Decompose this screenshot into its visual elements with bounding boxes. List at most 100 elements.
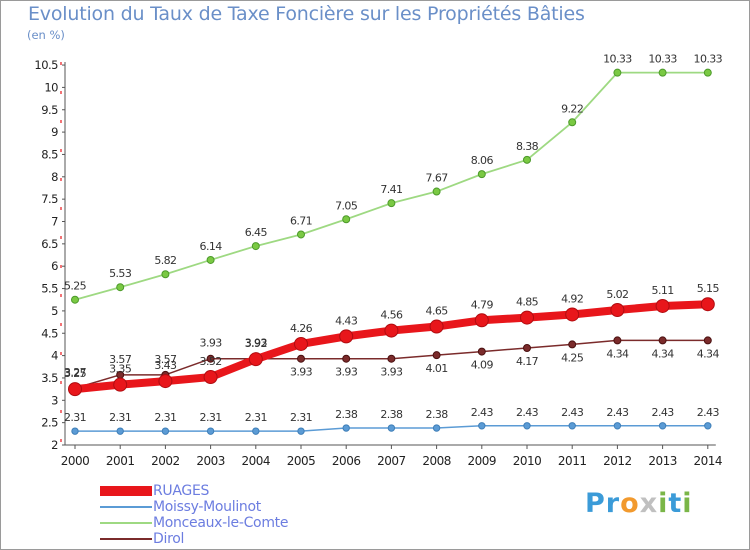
data-point	[206, 427, 215, 435]
data-point	[206, 354, 215, 363]
data-label: 2.38	[426, 408, 449, 421]
data-label: 5.11	[652, 284, 674, 297]
data-point	[297, 427, 305, 435]
data-label: 4.34	[652, 347, 675, 360]
data-point	[206, 255, 215, 264]
data-label: 4.09	[471, 359, 494, 372]
data-label: 5.02	[606, 288, 628, 301]
data-label: 6.14	[200, 240, 223, 253]
data-label: 5.15	[697, 282, 720, 295]
y-tick-label: 5.5	[41, 282, 58, 296]
chart-title: Evolution du Taux de Taxe Foncière sur l…	[28, 3, 585, 25]
data-point	[158, 374, 173, 389]
series-monceaux-le-comte	[71, 68, 712, 304]
logo-letter: x	[639, 488, 659, 519]
data-point	[432, 351, 441, 360]
data-label: 4.43	[335, 314, 358, 327]
data-label: 2.43	[606, 406, 629, 419]
data-label: 7.05	[335, 199, 358, 212]
y-tick-label: 3	[51, 393, 58, 407]
y-tick-label: 8.5	[41, 147, 58, 161]
logo-letter: r	[605, 488, 621, 519]
logo-letter: i	[682, 488, 693, 519]
data-point	[68, 382, 82, 397]
data-label: 2.31	[200, 411, 222, 424]
data-point	[387, 424, 396, 432]
data-point	[384, 323, 399, 338]
y-tick-label: 4.5	[41, 326, 58, 340]
y-tick-label: 3.5	[41, 371, 58, 385]
data-label: 4.25	[561, 351, 584, 364]
proxiti-logo: Proxiti	[585, 488, 693, 519]
data-label: 3.93	[380, 366, 403, 379]
data-label: 7.41	[380, 183, 402, 196]
data-label: 3.27	[64, 366, 87, 379]
data-point	[116, 427, 124, 435]
data-label: 4.65	[426, 305, 449, 318]
data-label: 2.43	[697, 406, 720, 419]
data-label: 3.52	[200, 355, 222, 368]
data-point	[520, 310, 534, 325]
data-point	[432, 187, 441, 196]
data-label: 3.93	[290, 366, 313, 379]
data-label: 2.31	[154, 411, 176, 424]
y-tick-label: 9.5	[41, 103, 58, 117]
data-point	[568, 422, 576, 430]
data-label: 3.35	[109, 363, 132, 376]
axes: 2 2.5 3 3.5 4 4.5 5 5.5 6 6.5 7 7.5 8 8.5 9 9.5 10 10.5 20…	[34, 58, 722, 468]
data-label: 3.57	[109, 353, 132, 366]
data-point	[342, 424, 350, 432]
logo-letter: P	[585, 488, 606, 519]
data-label: 2.43	[652, 406, 675, 419]
data-point	[116, 283, 125, 292]
data-label: 4.01	[426, 362, 448, 375]
y-tick-label: 10	[44, 80, 58, 94]
data-label: 2.38	[380, 408, 403, 421]
data-labels: 2.31 2.31 2.31 2.31 2.31 2.31 2.38 2.38 2.38 2.43…	[64, 53, 723, 424]
x-tick-label: 2003	[196, 454, 225, 468]
x-tick-label: 2012	[603, 454, 632, 468]
data-point	[248, 352, 263, 367]
data-point	[478, 422, 486, 430]
data-label: 4.26	[290, 322, 313, 335]
data-label: 3.93	[245, 337, 268, 350]
data-label: 2.43	[516, 406, 539, 419]
y-tick-label: 6.5	[41, 237, 58, 251]
data-point	[568, 340, 577, 349]
data-point	[339, 329, 354, 344]
data-point	[203, 370, 218, 385]
data-point	[523, 344, 531, 353]
data-point	[71, 295, 79, 304]
data-point	[658, 336, 667, 345]
data-label: 8.38	[516, 140, 539, 153]
data-label: 4.79	[471, 298, 494, 311]
data-label: 6.45	[245, 226, 268, 239]
data-label: 2.31	[245, 411, 267, 424]
data-label: 2.31	[109, 411, 131, 424]
data-point	[71, 427, 79, 435]
data-label: 3.43	[154, 359, 177, 372]
data-point	[700, 297, 715, 312]
legend-label: Moissy-Moulinot	[153, 499, 261, 515]
data-label: 10.33	[603, 53, 632, 66]
data-point	[703, 336, 712, 345]
data-point	[387, 199, 396, 208]
data-label: 5.25	[64, 280, 87, 293]
data-label: 4.85	[516, 296, 539, 309]
y-tick-label: 2	[51, 438, 58, 452]
data-label: 4.17	[516, 355, 539, 368]
data-point	[429, 319, 444, 334]
x-tick-label: 2005	[287, 454, 316, 468]
y-tick-label: 6	[51, 259, 58, 273]
y-tick-label: 5	[51, 304, 58, 318]
data-point	[658, 422, 667, 430]
y-tick-label: 2.5	[41, 416, 58, 430]
data-label: 2.38	[335, 408, 358, 421]
data-point	[113, 377, 128, 392]
data-point	[523, 422, 531, 430]
legend-swatch	[100, 538, 152, 540]
data-point	[294, 336, 308, 351]
y-tick-label: 7	[51, 215, 58, 229]
legend-swatch	[100, 522, 152, 524]
